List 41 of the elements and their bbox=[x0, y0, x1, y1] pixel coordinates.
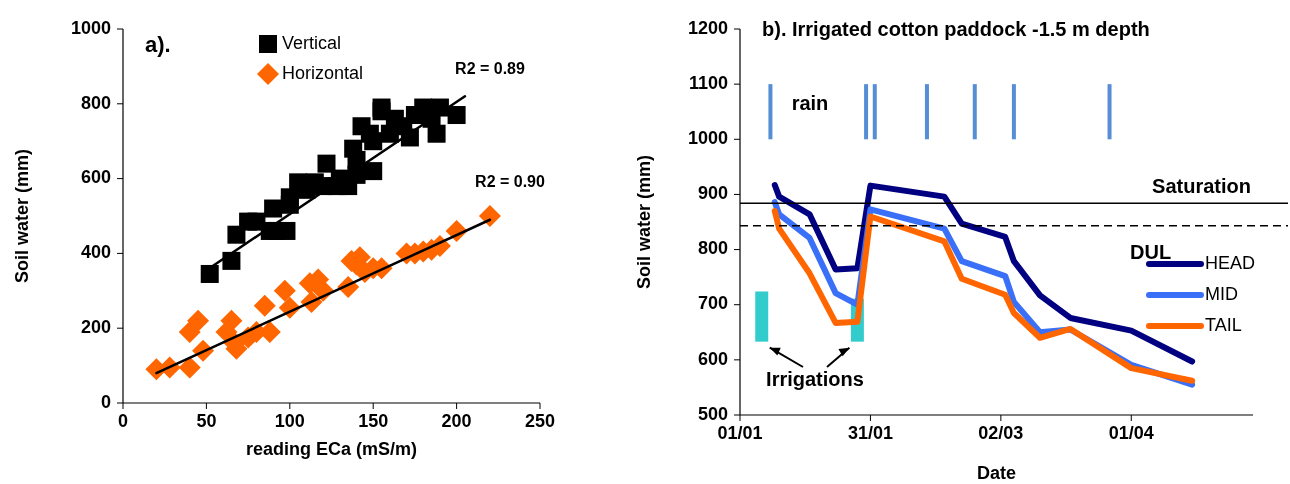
x-tick-label: 01/01 bbox=[717, 423, 763, 443]
x-axis-title: reading ECa (mS/m) bbox=[245, 439, 418, 459]
chart-title: a). bbox=[145, 32, 171, 57]
y-tick-label: 900 bbox=[697, 183, 728, 204]
annotation: R2 = 0.90 bbox=[475, 173, 546, 191]
x-tick-label: 02/03 bbox=[978, 423, 1024, 443]
legend-label: Vertical bbox=[282, 32, 342, 53]
y-tick-label: 800 bbox=[697, 238, 728, 259]
ref-line-label: Saturation bbox=[1152, 175, 1251, 198]
x-tick-label: 200 bbox=[441, 411, 472, 431]
y-tick-label: 1000 bbox=[687, 128, 728, 149]
legend-label: Horizontal bbox=[282, 62, 364, 83]
y-tick-label: 1000 bbox=[70, 17, 111, 38]
annotation: R2 = 0.89 bbox=[455, 60, 526, 78]
y-tick-label: 0 bbox=[100, 391, 111, 412]
y-tick-label: 800 bbox=[80, 92, 111, 113]
y-tick-label: 400 bbox=[80, 242, 111, 263]
y-tick-label: 600 bbox=[80, 167, 111, 188]
x-tick-label: 100 bbox=[274, 411, 305, 431]
annotation: rain bbox=[791, 92, 829, 115]
x-tick-label: 0 bbox=[117, 411, 129, 431]
y-tick-label: 600 bbox=[697, 348, 728, 369]
annotation: Irrigations bbox=[766, 368, 864, 391]
chart-title: b). Irrigated cotton paddock -1.5 m depth bbox=[762, 18, 1150, 40]
x-tick-label: 01/04 bbox=[1108, 423, 1154, 443]
y-tick-label: 1200 bbox=[687, 17, 728, 38]
legend-label: TAIL bbox=[1205, 314, 1242, 335]
y-tick-label: 500 bbox=[697, 403, 728, 424]
ref-line-label: DUL bbox=[1130, 240, 1172, 263]
y-tick-label: 200 bbox=[80, 316, 111, 337]
x-tick-label: 50 bbox=[196, 411, 217, 431]
x-tick-label: 31/01 bbox=[847, 423, 893, 443]
legend-label: HEAD bbox=[1205, 252, 1256, 273]
y-tick-label: 1100 bbox=[688, 72, 728, 93]
y-axis-title: Soil water (mm) bbox=[12, 148, 32, 284]
x-tick-label: 250 bbox=[524, 411, 556, 431]
legend-label: MID bbox=[1205, 283, 1238, 304]
y-axis-title: Soil water (mm) bbox=[634, 154, 654, 290]
x-tick-label: 150 bbox=[358, 411, 389, 431]
x-axis-title: Date bbox=[976, 463, 1017, 483]
y-tick-label: 700 bbox=[697, 293, 728, 314]
